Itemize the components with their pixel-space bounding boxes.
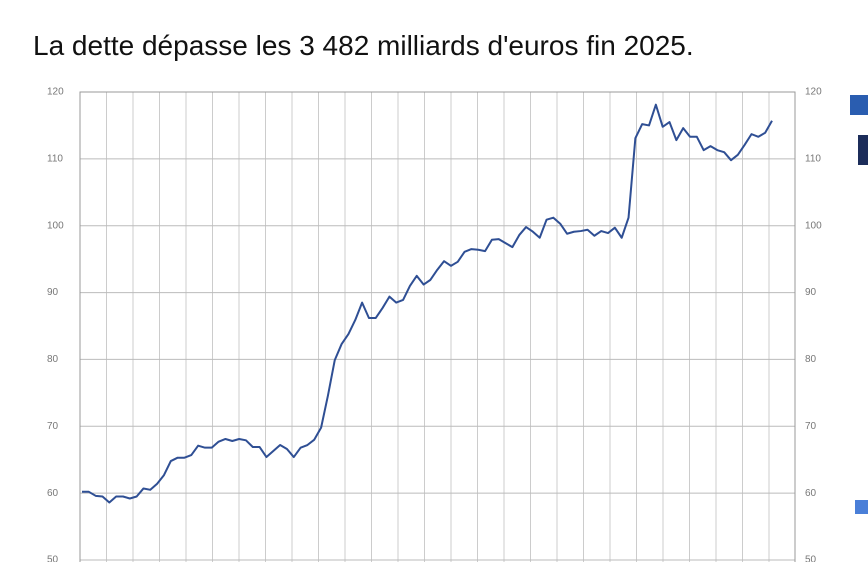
y2-tick-label: 110 (805, 153, 821, 164)
side-image (850, 95, 868, 115)
y2-tick-label: 90 (805, 287, 817, 298)
data-line (82, 103, 773, 504)
y2-tick-label: 120 (805, 87, 822, 98)
y-tick-label: 110 (47, 153, 63, 164)
y2-tick-label: 50 (805, 555, 817, 562)
y-tick-label: 120 (47, 87, 64, 98)
y2-tick-label: 60 (805, 488, 817, 499)
y-tick-label: 60 (47, 488, 59, 499)
side-image (855, 500, 868, 514)
vertical-grid (80, 91, 795, 562)
chart-title: La dette dépasse les 3 482 milliards d'e… (33, 30, 694, 61)
y-tick-label: 90 (47, 287, 59, 298)
y2-tick-label: 100 (805, 220, 822, 231)
side-image (858, 135, 868, 165)
y2-tick-label: 70 (805, 421, 817, 432)
y2-tick-label: 80 (805, 354, 817, 365)
y-tick-label: 70 (47, 421, 59, 432)
plot-frame (79, 91, 796, 562)
y-tick-label: 50 (47, 555, 59, 562)
y-tick-label: 80 (47, 354, 59, 365)
y-tick-label: 100 (47, 220, 64, 231)
